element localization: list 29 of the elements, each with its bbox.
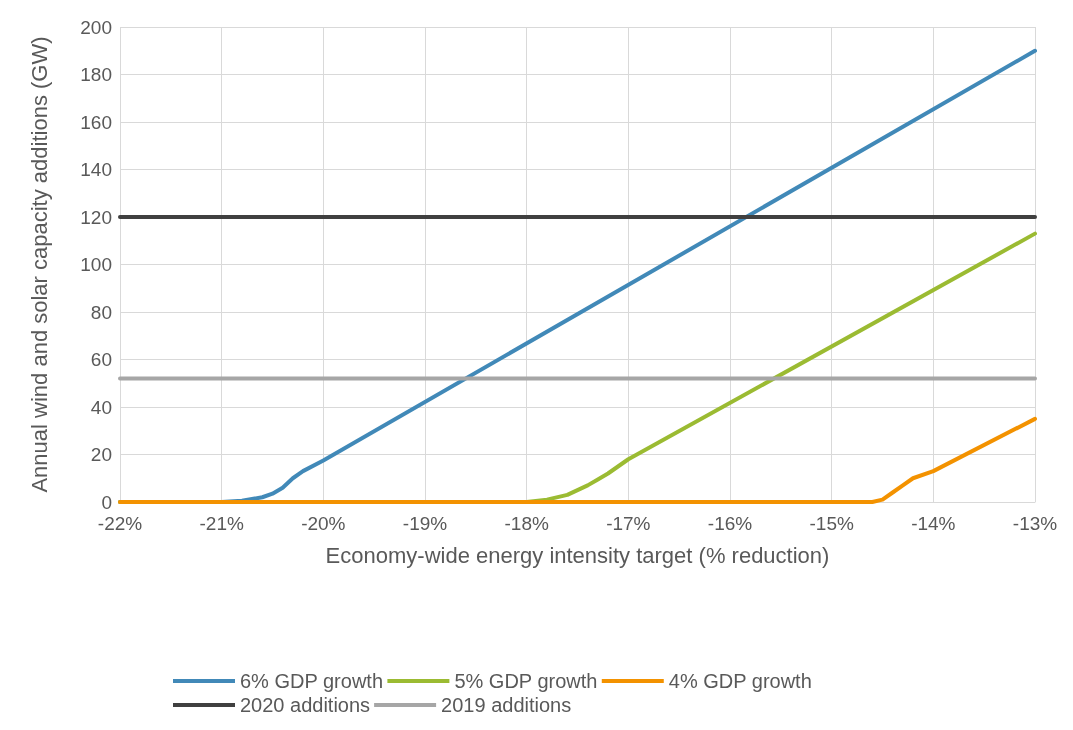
x-tick-label: -15%: [809, 513, 854, 534]
x-tick-label: -19%: [402, 513, 448, 534]
y-tick-label: 120: [80, 206, 112, 228]
legend-label: 5% GDP growth: [454, 670, 598, 692]
x-tick-label: -14%: [911, 513, 956, 534]
x-tick-label: -22%: [97, 513, 143, 534]
x-tick-label: -17%: [606, 513, 651, 534]
y-axis-title: Annual wind and solar capacity additions (GW): [26, 36, 52, 493]
x-tick-label: -13%: [1012, 513, 1058, 534]
y-tick-label: 20: [90, 444, 112, 465]
y-tick-label: 80: [90, 301, 112, 323]
y-tick-label: 60: [90, 349, 112, 370]
y-tick-label: 160: [80, 111, 112, 133]
legend-label: 2020 additions: [240, 694, 371, 716]
y-tick-label: 100: [80, 254, 112, 275]
x-axis-title: Economy-wide energy intensity target (% reduction): [325, 542, 830, 568]
y-tick-label: 140: [80, 159, 112, 180]
y-tick-label: 40: [90, 396, 112, 418]
x-tick-label: -18%: [504, 513, 549, 534]
y-tick-label: 0: [101, 491, 112, 513]
line-series: [118, 416, 1037, 504]
x-tick-label: -20%: [301, 513, 346, 534]
legend-label: 6% GDP growth: [240, 670, 384, 692]
legend-label: 4% GDP growth: [668, 670, 812, 692]
y-tick-label: 200: [80, 16, 112, 38]
x-tick-label: -21%: [199, 513, 244, 534]
y-tick-label: 180: [80, 64, 112, 85]
x-tick-label: -16%: [707, 513, 753, 534]
legend-label: 2019 additions: [441, 694, 572, 716]
